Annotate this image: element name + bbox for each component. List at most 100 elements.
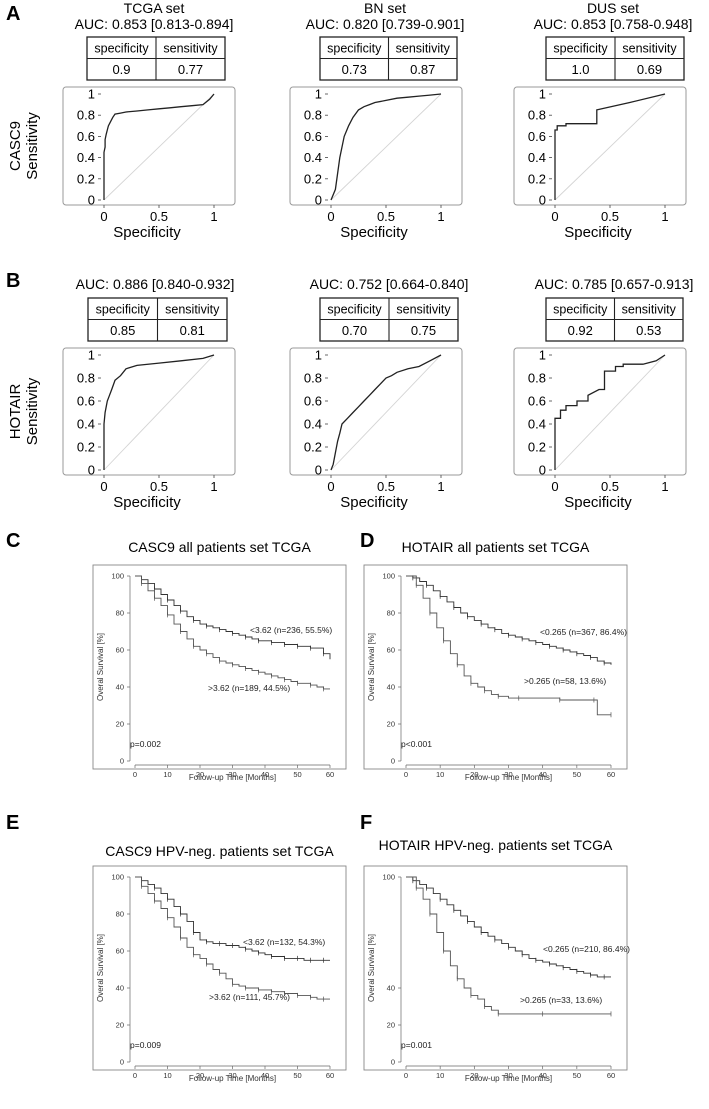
roc-panel: AUC: 0.752 [0.664-0.840] specificity sensi…: [289, 276, 468, 511]
x-tick-label: 30: [228, 1071, 236, 1080]
plot-frame: [363, 564, 628, 770]
km-panel: CASC9 HPV-neg. patients set TCGA 0 20 40 60 8…: [92, 843, 347, 1083]
x-tick-label: 10: [436, 770, 444, 779]
table-value-sensitivity: 0.77: [178, 62, 203, 77]
x-axis-label: Follow-up Time [Months]: [465, 1074, 552, 1083]
x-tick-label: 50: [573, 770, 581, 779]
series-label: >0.265 (n=33, 13.6%): [520, 995, 602, 1005]
y-tick-label: 0.2: [77, 440, 95, 455]
x-axis-label: Specificity: [113, 494, 181, 511]
y-tick-label: 1: [539, 87, 546, 102]
series-label: <0.265 (n=210, 86.4%): [543, 944, 630, 954]
table-value-sensitivity: 0.53: [636, 323, 661, 338]
table-value-sensitivity: 0.87: [410, 62, 435, 77]
reference-diagonal: [330, 354, 442, 471]
y-tick-label: 1: [315, 87, 322, 102]
table-value-specificity: 0.85: [110, 323, 135, 338]
roc-panel: AUC: 0.785 [0.657-0.913] specificity sensi…: [513, 276, 694, 511]
roc-curve: [103, 93, 215, 200]
y-tick-label: 0.4: [528, 150, 546, 165]
p-value: p=0.009: [130, 1040, 161, 1050]
roc-curve: [330, 93, 442, 201]
y-tick-label: 100: [382, 572, 395, 581]
y-tick-label: 0.6: [304, 394, 322, 409]
y-tick-label: 0.8: [77, 371, 95, 386]
x-axis-label: Follow-up Time [Months]: [189, 1074, 276, 1083]
roc-set-title: DUS set: [587, 0, 639, 16]
y-tick-label: 100: [382, 873, 395, 882]
y-tick-label: 0: [391, 1058, 395, 1067]
x-tick-label: 0: [404, 1071, 408, 1080]
x-tick-label: 1: [437, 209, 444, 224]
series-label: >0.265 (n=58, 13.6%): [524, 676, 606, 686]
x-tick-label: 1: [661, 479, 668, 494]
table-value-sensitivity: 0.75: [411, 323, 436, 338]
x-axis-label: Specificity: [564, 224, 632, 241]
y-tick-label: 0.4: [528, 417, 546, 432]
y-tick-label: 0: [120, 1058, 124, 1067]
km-panel: HOTAIR HPV-neg. patients set TCGA 0 20 40 10…: [363, 837, 630, 1083]
x-tick-label: 0: [133, 1071, 137, 1080]
x-axis-label: Specificity: [340, 494, 408, 511]
x-tick-label: 10: [163, 770, 171, 779]
plot-frame: [513, 347, 687, 476]
series-label: >3.62 (n=189, 44.5%): [208, 683, 290, 693]
y-tick-label: 0.6: [77, 129, 95, 144]
y-tick-label: 1: [88, 87, 95, 102]
series-label: >3.62 (n=111, 45.7%): [209, 992, 290, 1002]
y-tick-label: 0: [391, 757, 395, 766]
x-tick-label: 1: [437, 479, 444, 494]
y-tick-label: 20: [116, 720, 124, 729]
y-tick-label: 80: [116, 910, 124, 919]
y-axis-label: Sensitivity: [24, 112, 41, 180]
x-tick-label: 20: [470, 1071, 478, 1080]
auc-label: AUC: 0.886 [0.840-0.932]: [76, 276, 235, 292]
roc-curve: [554, 354, 666, 470]
y-tick-label: 0.8: [77, 108, 95, 123]
table-header-sensitivity: sensitivity: [165, 303, 220, 317]
p-value: p=0.002: [130, 739, 161, 749]
row-label: HOTAIR: [7, 384, 24, 440]
auc-label: AUC: 0.785 [0.657-0.913]: [535, 276, 694, 292]
y-tick-label: 0.6: [528, 394, 546, 409]
y-tick-label: 0.2: [304, 440, 322, 455]
x-tick-label: 1: [210, 209, 217, 224]
y-tick-label: 0: [315, 463, 322, 478]
reference-diagonal: [330, 93, 442, 201]
x-tick-label: 60: [326, 1071, 334, 1080]
survival-curve: [406, 575, 611, 716]
y-tick-label: 40: [387, 984, 395, 993]
y-tick-label: 1: [315, 348, 322, 363]
y-tick-label: 60: [116, 947, 124, 956]
series-label: <3.62 (n=132, 54.3%): [243, 937, 325, 947]
table-header-specificity: specificity: [327, 303, 382, 317]
plot-frame: [92, 564, 347, 770]
y-tick-label: 0.8: [304, 371, 322, 386]
plot-frame: [513, 86, 687, 206]
x-tick-label: 60: [326, 770, 334, 779]
x-tick-label: 20: [196, 770, 204, 779]
x-tick-label: 1: [210, 479, 217, 494]
auc-label: AUC: 0.820 [0.739-0.901]: [306, 16, 465, 32]
survival-curve: [406, 876, 611, 1015]
x-tick-label: 0.5: [601, 209, 619, 224]
plot-frame: [289, 347, 463, 476]
panel-label-c: C: [6, 530, 20, 552]
roc-set-title: BN set: [364, 0, 406, 16]
x-axis-label: Follow-up Time [Months]: [465, 773, 552, 782]
x-tick-label: 40: [538, 1071, 546, 1080]
y-tick-label: 20: [387, 1021, 395, 1030]
table-value-specificity: 0.70: [342, 323, 367, 338]
x-tick-label: 60: [607, 770, 615, 779]
x-tick-label: 0.5: [150, 209, 168, 224]
roc-curve: [330, 354, 442, 471]
km-title: CASC9 all patients set TCGA: [128, 539, 311, 555]
auc-label: AUC: 0.853 [0.813-0.894]: [75, 16, 234, 32]
y-tick-label: 80: [387, 609, 395, 618]
y-tick-label: 0: [88, 463, 95, 478]
km-title: HOTAIR HPV-neg. patients set TCGA: [379, 837, 613, 853]
y-tick-label: 40: [116, 984, 124, 993]
y-tick-label: 1: [539, 348, 546, 363]
table-header-specificity: specificity: [327, 42, 382, 56]
